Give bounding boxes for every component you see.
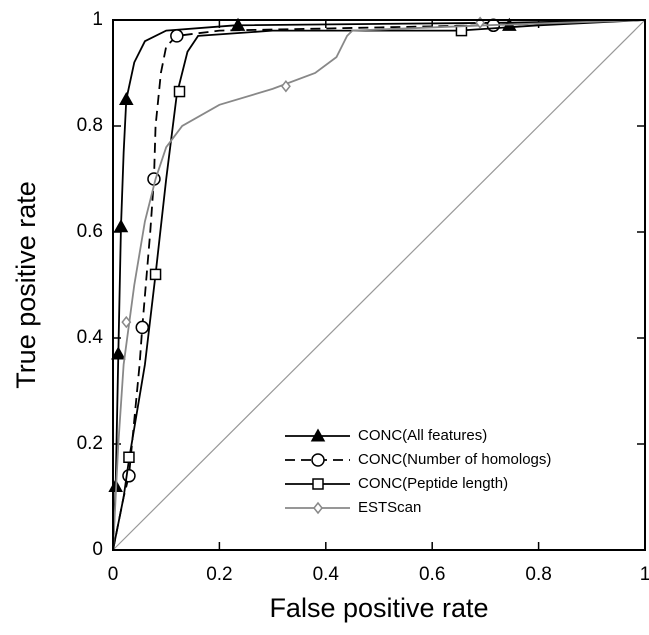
marker [113,219,129,233]
x-tick-label: 0.4 [313,564,340,585]
x-tick-label: 0.8 [525,564,551,585]
marker [123,451,135,463]
marker [122,469,136,483]
y-tick-label: 0.2 [77,433,103,454]
diagonal [112,19,646,551]
marker [119,91,134,106]
y-axis-title: True positive rate [11,181,41,389]
marker [170,29,184,43]
y-tick-label: 0.4 [77,327,104,348]
series-line [112,19,646,551]
plot-frame [112,19,646,551]
y-tick-label: 0.8 [77,115,103,136]
y-tick-label: 0 [92,539,103,560]
y-tick-label: 0.6 [77,221,103,242]
marker [310,428,326,442]
legend-label: ESTScan [358,499,421,516]
x-axis-title: False positive rate [269,593,488,623]
marker [173,85,186,98]
marker [312,478,324,490]
x-tick-label: 0 [108,564,119,585]
x-tick-label: 1 [640,564,649,585]
x-tick-label: 0.2 [206,564,232,585]
marker [311,453,325,467]
legend-label: CONC(Number of homologs) [358,451,551,468]
marker [149,268,162,281]
marker [280,80,291,93]
legend-label: CONC(Peptide length) [358,475,508,492]
marker [121,315,132,329]
marker [111,346,126,360]
legend-label: CONC(All features) [358,427,487,444]
series-line [112,19,646,551]
marker [135,320,150,335]
y-tick-label: 1 [92,9,103,30]
x-tick-label: 0.6 [419,564,445,585]
marker [313,501,323,515]
